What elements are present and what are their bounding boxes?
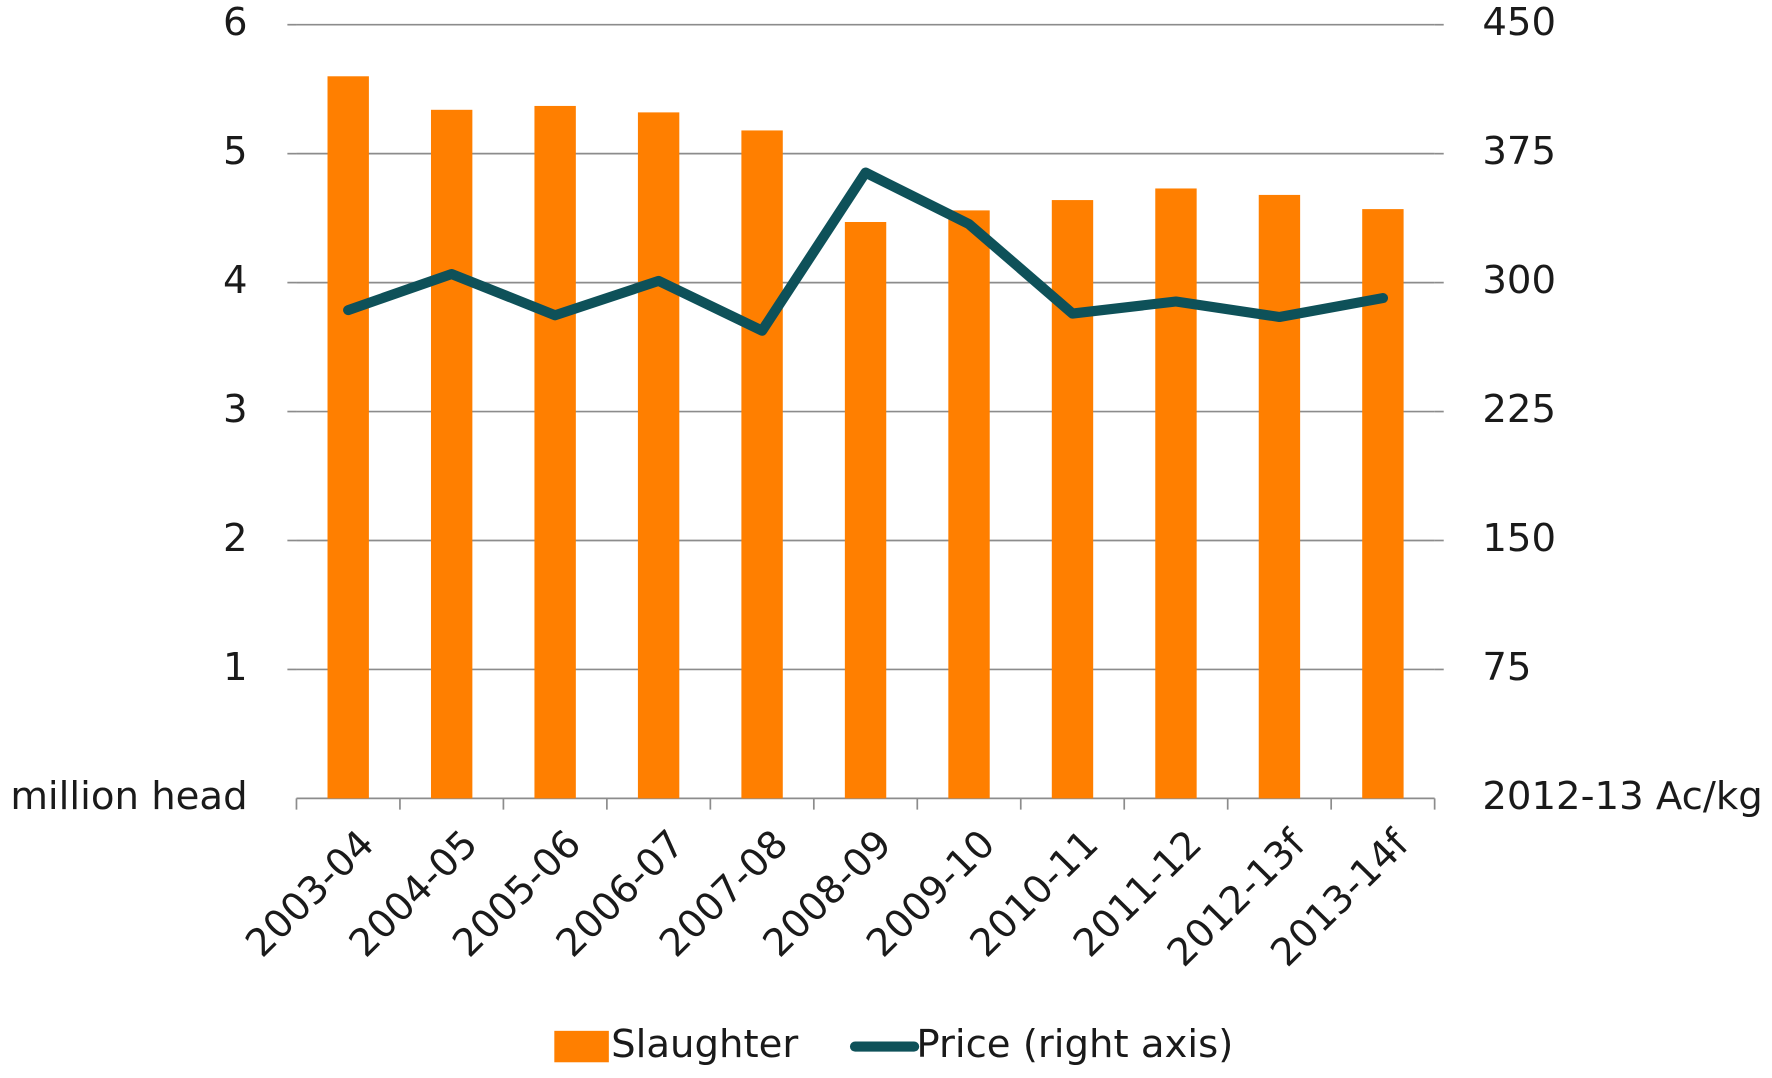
bar (948, 210, 990, 799)
y2-tick-label: 375 (1482, 129, 1556, 174)
bar (430, 109, 473, 799)
bar (1155, 188, 1197, 799)
y-tick-label: 2 (223, 516, 248, 561)
legend-swatch (554, 1030, 609, 1063)
line (343, 167, 1389, 336)
legend-label: Price (right axis) (916, 1022, 1233, 1067)
bar (1362, 209, 1404, 799)
bar (1258, 194, 1301, 799)
bar (534, 105, 576, 799)
bar (327, 76, 369, 799)
y2-tick-label: 150 (1482, 516, 1556, 561)
y-tick-label: 5 (223, 129, 248, 174)
y2-tick-label: 300 (1482, 258, 1556, 303)
y2-tick-label: 225 (1482, 387, 1556, 432)
bar (741, 130, 783, 799)
y2-tick-label: 75 (1482, 645, 1531, 690)
y-tick-label: 1 (223, 645, 248, 690)
bar (1051, 200, 1094, 799)
bar (637, 112, 680, 799)
y-tick-label: 4 (223, 258, 248, 303)
y-axis-label: million head (10, 774, 247, 819)
y-tick-label: 6 (223, 0, 248, 45)
y2-tick-label: 450 (1482, 0, 1556, 45)
legend-label: Slaughter (611, 1022, 798, 1067)
bar (844, 221, 887, 799)
y-tick-label: 3 (223, 387, 248, 432)
y2-axis-label: 2012-13 Ac/kg (1482, 774, 1762, 819)
